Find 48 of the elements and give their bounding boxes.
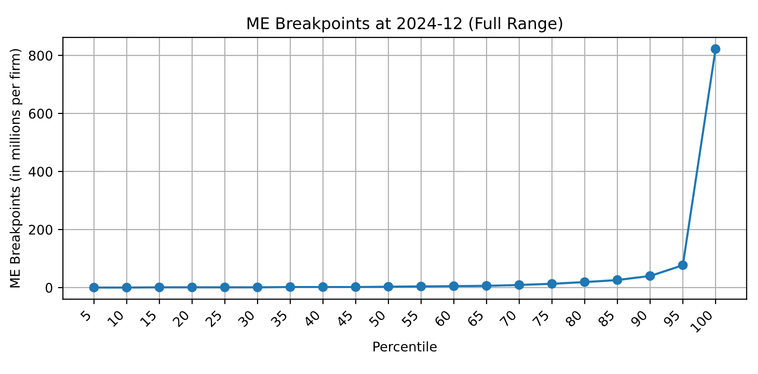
x-tick-label: 100 [690, 310, 714, 333]
point [645, 271, 655, 281]
x-tick-label: 95 [662, 310, 680, 328]
x-tick-label: 70 [499, 310, 517, 328]
x-tick-label: 85 [597, 310, 615, 328]
x-tick-label: 15 [140, 310, 157, 327]
y-axis-title: ME Breakpoints (in millions per firm) [10, 49, 22, 288]
x-tick-label: 30 [238, 310, 256, 328]
point [154, 282, 164, 292]
point [678, 260, 688, 270]
x-tick-label: 90 [630, 310, 648, 328]
point [187, 282, 197, 292]
point [122, 282, 132, 292]
point [220, 282, 230, 292]
x-tick-label: 65 [466, 310, 484, 328]
point [285, 282, 296, 292]
point [384, 282, 394, 292]
x-tick-label: 75 [532, 310, 550, 328]
point [482, 280, 492, 291]
y-tick-label: 600 [28, 108, 52, 119]
y-tick-label: 800 [28, 50, 52, 61]
x-tick-label: 55 [401, 310, 419, 328]
x-tick-label: 10 [106, 310, 124, 327]
point [318, 282, 328, 292]
x-tick-label: 5 [80, 310, 92, 322]
x-axis-title: Percentile [374, 341, 437, 352]
y-tick-label: 0 [46, 282, 52, 293]
x-tick-label: 60 [434, 310, 452, 328]
x-tick-label: 80 [564, 310, 582, 328]
x-tick-label: 40 [302, 310, 321, 328]
point [612, 275, 622, 285]
x-tick-label: 35 [270, 310, 288, 328]
point [547, 278, 557, 289]
point [350, 282, 361, 292]
point [514, 280, 524, 290]
chart-title: ME Breakpoints at 2024-12 (Full Range) [248, 16, 562, 32]
y-tick-label: 200 [28, 224, 52, 235]
point [252, 282, 262, 292]
x-tick-label: 20 [172, 310, 190, 328]
x-tick-label: 50 [368, 310, 386, 328]
point [416, 282, 426, 292]
point [89, 282, 99, 292]
x-tick-label: 25 [204, 310, 222, 328]
y-tick-label: 400 [28, 166, 52, 177]
point [448, 281, 459, 291]
point [580, 277, 590, 287]
point [710, 44, 720, 54]
x-tick-label: 45 [336, 310, 354, 328]
